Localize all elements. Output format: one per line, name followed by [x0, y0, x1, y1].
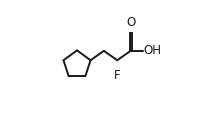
- Text: OH: OH: [143, 44, 161, 57]
- Text: O: O: [126, 16, 135, 29]
- Text: F: F: [114, 69, 121, 82]
